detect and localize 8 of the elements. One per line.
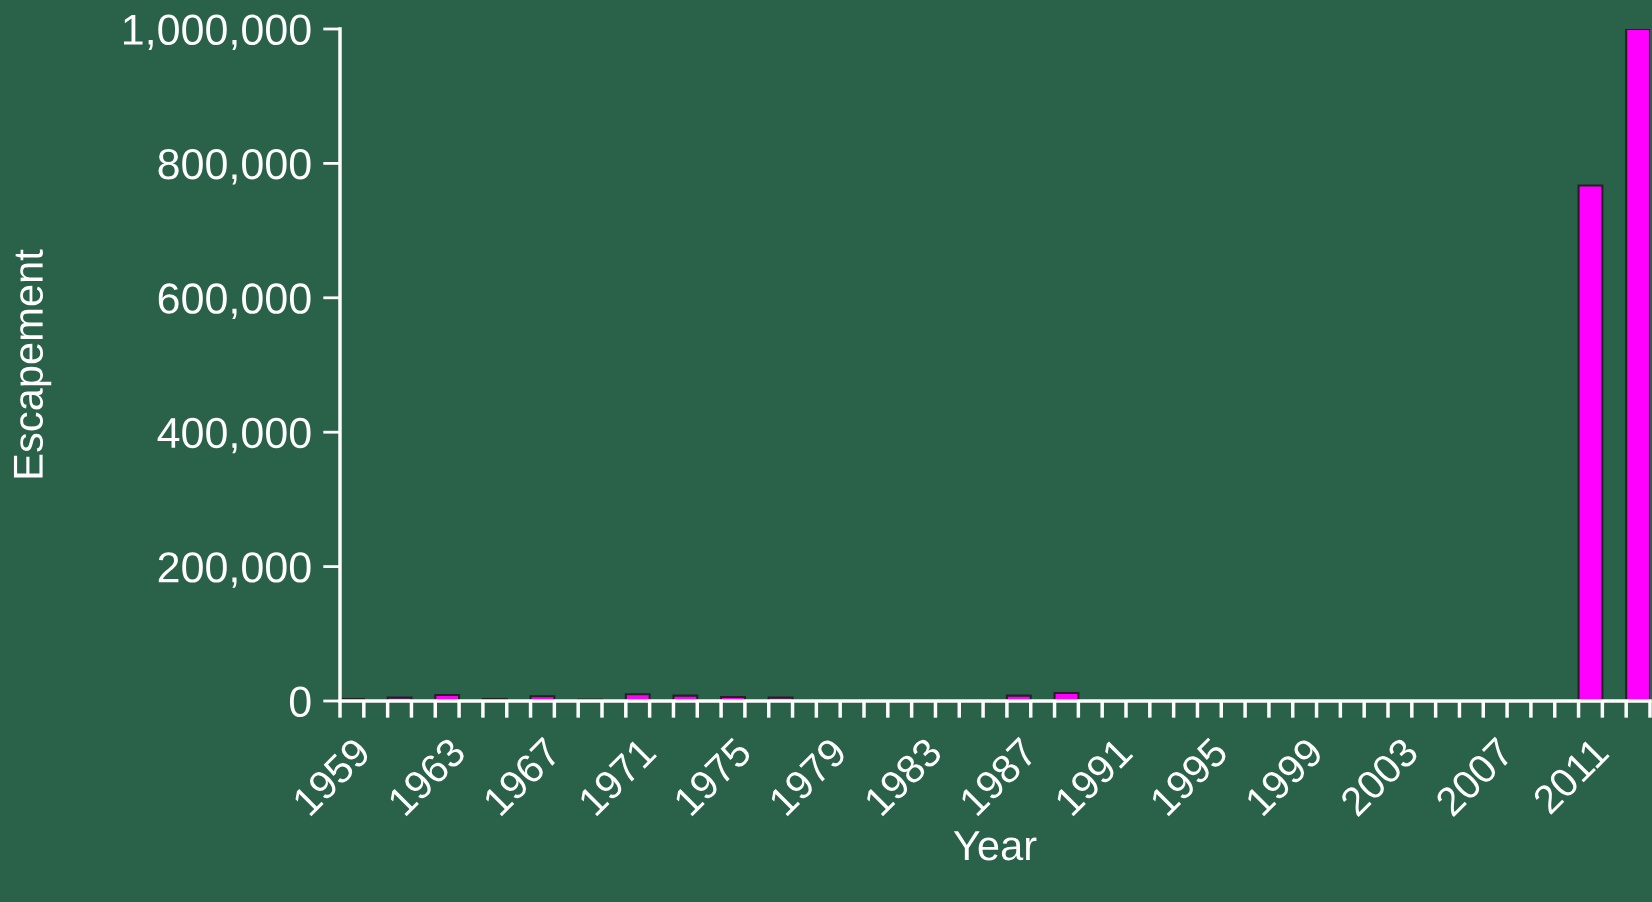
- y-tick-label: 600,000: [158, 283, 311, 319]
- x-axis-title: Year: [953, 831, 1037, 861]
- y-tick-label: 0: [289, 686, 311, 718]
- y-axis-title: Escapement: [13, 249, 52, 478]
- y-tick-label: 200,000: [158, 552, 311, 588]
- y-tick-label: 400,000: [157, 417, 311, 454]
- y-tick-label: 800,000: [158, 148, 311, 185]
- y-tick-label: 1,000,000: [123, 14, 311, 51]
